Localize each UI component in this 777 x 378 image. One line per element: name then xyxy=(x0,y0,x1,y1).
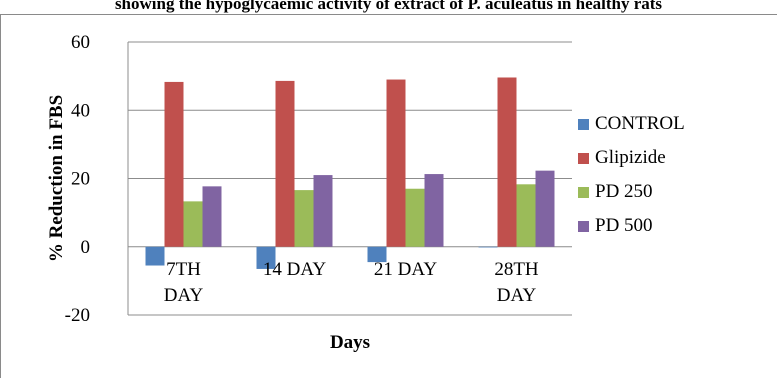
legend-label: CONTROL xyxy=(595,113,685,134)
legend-item: Glipizide xyxy=(578,147,666,168)
x-tick-label: 21 DAY xyxy=(374,259,437,280)
legend-item: CONTROL xyxy=(578,113,685,134)
page-title: showing the hypoglycaemic activity of ex… xyxy=(114,0,663,13)
legend-item: PD 250 xyxy=(578,181,653,202)
legend-swatch xyxy=(578,118,589,130)
bar-pd-250 xyxy=(294,190,314,247)
y-tick-label: 20 xyxy=(71,169,90,190)
legend-swatch xyxy=(578,220,589,232)
bar-pd-250 xyxy=(183,201,203,247)
x-tick-label: 28TH xyxy=(494,259,539,280)
chart-area xyxy=(0,14,777,378)
y-tick-label: 40 xyxy=(71,100,90,121)
legend-label: Glipizide xyxy=(595,147,666,168)
bar-control xyxy=(367,246,387,263)
bar-pd-500 xyxy=(202,186,222,247)
bar-pd-250 xyxy=(516,184,536,247)
y-tick-label: 0 xyxy=(81,237,91,258)
bar-pd-500 xyxy=(424,174,444,247)
bar-control xyxy=(256,246,276,269)
bar-pd-250 xyxy=(405,188,425,247)
legend-item: PD 500 xyxy=(578,215,653,236)
x-tick-label: 14 DAY xyxy=(263,259,326,280)
legend-swatch xyxy=(578,186,589,198)
x-axis-title: Days xyxy=(330,332,370,353)
legend-swatch xyxy=(578,152,589,164)
bar-glipizide xyxy=(497,77,517,247)
x-tick-label: 7TH xyxy=(166,259,201,280)
x-tick-label: DAY xyxy=(497,285,537,306)
y-tick-label: 60 xyxy=(71,32,90,53)
legend-label: PD 500 xyxy=(595,215,653,236)
y-tick-label: -20 xyxy=(65,305,90,326)
bar-glipizide xyxy=(164,81,184,247)
legend-label: PD 250 xyxy=(595,181,653,202)
bar-glipizide xyxy=(275,80,295,247)
bar-control xyxy=(478,246,498,248)
bar-control xyxy=(145,246,165,266)
bar-pd-500 xyxy=(535,170,555,247)
bar-glipizide xyxy=(386,79,406,247)
y-axis-title: % Reduction in FBS xyxy=(46,95,67,262)
bar-pd-500 xyxy=(313,175,333,247)
x-tick-label: DAY xyxy=(164,285,204,306)
